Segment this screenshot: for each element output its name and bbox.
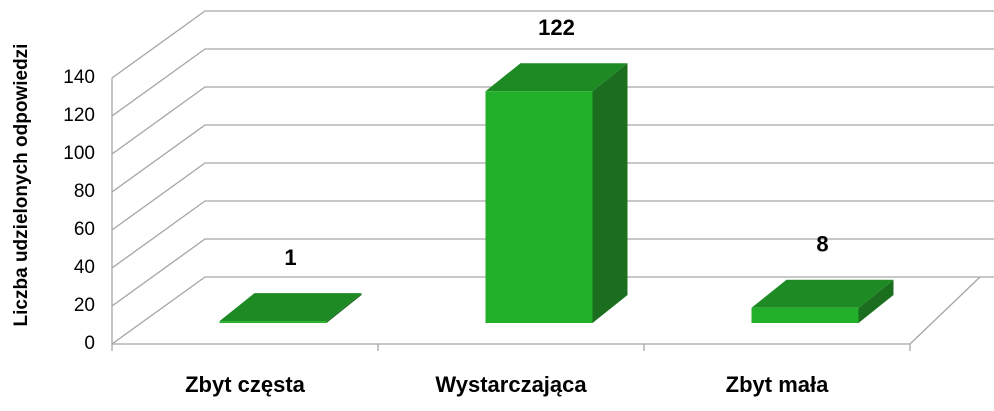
y-tick-label: 100 [63,143,95,164]
bar-top [219,293,362,322]
data-label: 1 [284,245,296,270]
x-tick-label: Zbyt mała [726,372,829,397]
bar [219,293,362,323]
y-tick-label: 40 [74,257,95,278]
y-tick-label: 140 [63,67,95,88]
grid-line [111,162,994,231]
bar-top [751,279,894,308]
bar [485,63,628,323]
grid-line [111,276,994,345]
y-tick-label: 0 [84,333,95,354]
bar-top [485,63,628,92]
data-label: 8 [816,232,828,257]
y-tick-label: 80 [74,181,95,202]
bar [751,279,894,323]
y-axis-label: Liczba udzielonych odpowiedzi [11,44,32,327]
bar-front [751,307,859,323]
y-tick-label: 120 [63,105,95,126]
grid-line [111,200,994,269]
bar-front [219,321,327,323]
grid-line [111,10,994,79]
grid-line [111,48,994,117]
grid-line [111,238,994,307]
bar-side [326,293,362,323]
x-tick-label: Zbyt częsta [185,372,306,397]
x-tick-label: Wystarczająca [435,372,587,397]
bar-front [485,91,593,323]
y-tick-label: 60 [74,219,95,240]
bar-side [858,279,894,323]
grid-line [111,86,994,155]
grid-line [111,124,994,193]
bar-side [592,63,628,323]
floor-edge [909,276,981,345]
y-tick-label: 20 [74,295,95,316]
data-label: 122 [538,15,575,40]
